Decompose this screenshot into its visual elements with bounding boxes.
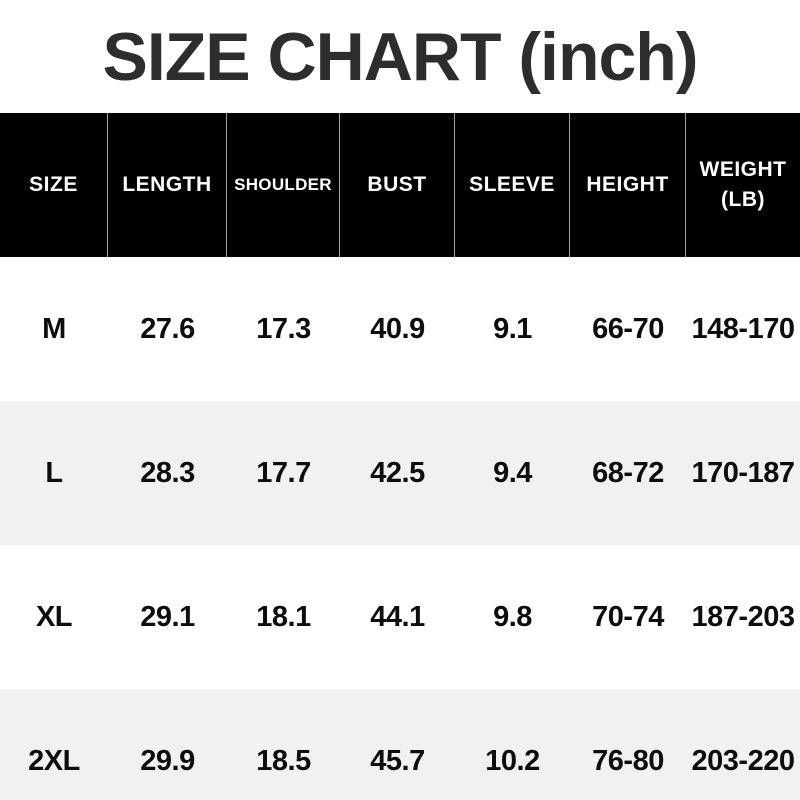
cell-weight: 148-170: [691, 312, 795, 345]
cell-weight: 203-220: [691, 744, 795, 777]
cell-length: 28.3: [140, 456, 195, 489]
cell-bust: 44.1: [370, 600, 425, 633]
cell-shoulder: 18.1: [256, 600, 311, 633]
cell-shoulder: 17.3: [256, 312, 311, 345]
cell-sleeve: 10.2: [485, 744, 540, 777]
cell-length: 29.1: [140, 600, 195, 633]
cell-bust: 45.7: [370, 744, 425, 777]
table-row-m: M 27.6 17.3 40.9 9.1 66-70 148-170: [0, 257, 800, 401]
header-cell-sleeve: SLEEVE: [455, 113, 570, 257]
cell-sleeve: 9.1: [493, 312, 532, 345]
table-row-l: L 28.3 17.7 42.5 9.4 68-72 170-187: [0, 401, 800, 545]
size-table: SIZE LENGTH SHOULDER BUST SLEEVE HEIGHT …: [0, 113, 800, 800]
header-cell-shoulder: SHOULDER: [227, 113, 340, 257]
cell-length: 29.9: [140, 744, 195, 777]
cell-bust: 40.9: [370, 312, 425, 345]
header-label: SLEEVE: [469, 172, 555, 196]
cell-weight: 187-203: [691, 600, 795, 633]
header-cell-height: HEIGHT: [570, 113, 686, 257]
header-label: WEIGHT: [699, 157, 787, 181]
cell-length: 27.6: [140, 312, 195, 345]
header-cell-bust: BUST: [340, 113, 455, 257]
cell-height: 66-70: [592, 312, 664, 345]
cell-size: XL: [35, 600, 73, 633]
header-label-line2: (LB): [721, 188, 765, 211]
header-label: SIZE: [29, 172, 78, 196]
cell-height: 76-80: [592, 744, 664, 777]
table-row-xl: XL 29.1 18.1 44.1 9.8 70-74 187-203: [0, 545, 800, 689]
header-cell-weight: WEIGHT (LB): [686, 113, 800, 257]
header-cell-length: LENGTH: [108, 113, 227, 257]
cell-sleeve: 9.8: [493, 600, 532, 633]
cell-shoulder: 18.5: [256, 744, 311, 777]
cell-weight: 170-187: [691, 456, 795, 489]
cell-size: M: [42, 312, 66, 345]
cell-sleeve: 9.4: [493, 456, 532, 489]
header-label: BUST: [367, 172, 427, 196]
cell-bust: 42.5: [370, 456, 425, 489]
cell-height: 70-74: [592, 600, 664, 633]
cell-size: L: [45, 456, 63, 489]
table-header-row: SIZE LENGTH SHOULDER BUST SLEEVE HEIGHT …: [0, 113, 800, 257]
table-row-2xl: 2XL 29.9 18.5 45.7 10.2 76-80 203-220: [0, 689, 800, 800]
page-title: SIZE CHART (inch): [102, 18, 699, 95]
header-label: SHOULDER: [234, 174, 332, 194]
cell-size: 2XL: [28, 744, 80, 777]
header-cell-size: SIZE: [0, 113, 108, 257]
header-label: HEIGHT: [586, 172, 669, 196]
cell-shoulder: 17.7: [256, 456, 311, 489]
cell-height: 68-72: [592, 456, 664, 489]
header-label: LENGTH: [122, 172, 212, 196]
